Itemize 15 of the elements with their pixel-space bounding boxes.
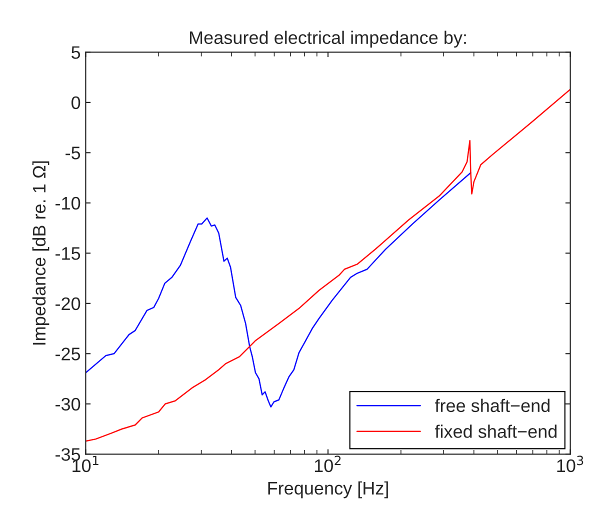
y-axis-title: Impedance [dB re. 1 Ω] [32, 161, 50, 345]
x-tick-label: 10$^{2}$ [314, 456, 341, 472]
legend-label: fixed shaft−end [434, 424, 557, 438]
x-tick-label: 10$^{3}$ [557, 456, 584, 472]
y-tick-label: -10 [56, 196, 80, 210]
y-tick-label: -15 [56, 247, 80, 260]
x-axis-title: Frequency [Hz] [268, 481, 388, 498]
y-tick-label: -20 [56, 297, 80, 310]
chart-title: Measured electrical impedance by: [190, 30, 466, 48]
y-tick-label: -25 [56, 348, 80, 360]
y-tick-label: -30 [56, 398, 80, 411]
y-tick-label: 5 [72, 46, 80, 59]
y-tick-label: 0 [72, 96, 80, 110]
y-tick-label: -5 [66, 146, 80, 160]
legend-label: free shaft−end [434, 398, 550, 412]
